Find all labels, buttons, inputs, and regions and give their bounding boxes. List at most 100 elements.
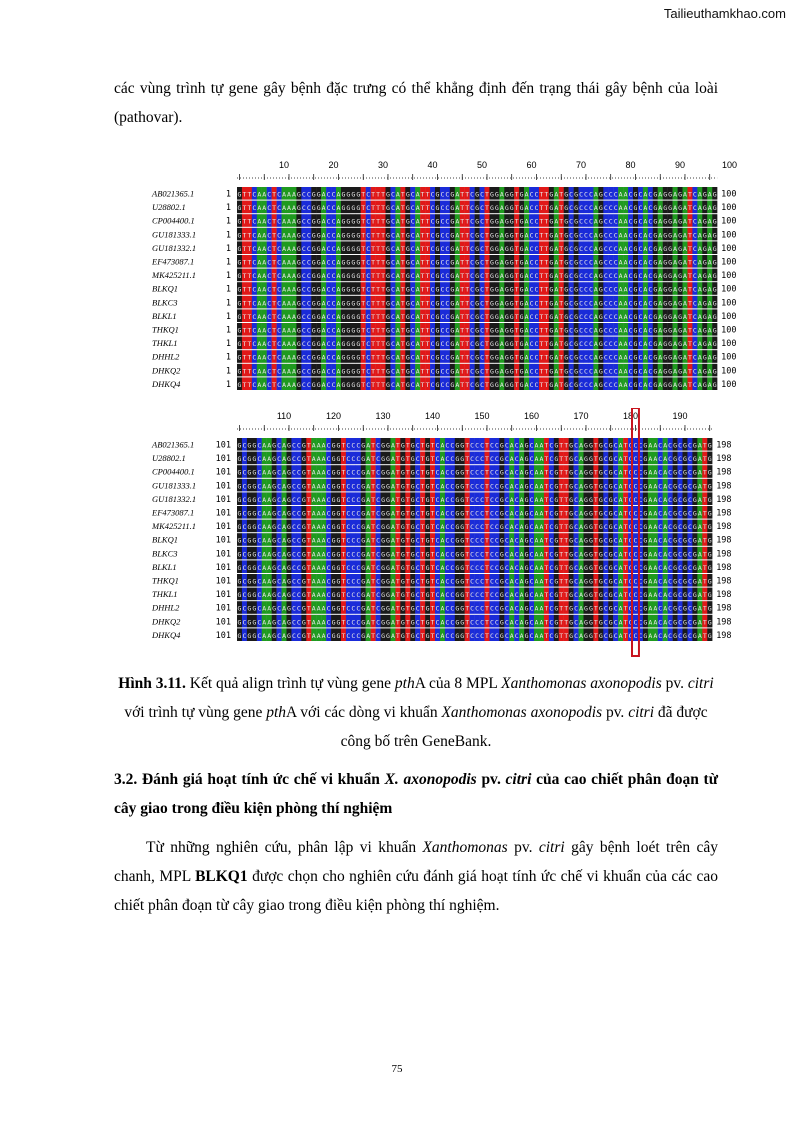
base-letter: T — [421, 272, 425, 280]
base-cell — [256, 465, 262, 478]
base-cell — [390, 336, 396, 350]
base-cell — [375, 438, 381, 451]
base-letter: A — [539, 469, 543, 477]
base-letter: T — [421, 204, 425, 212]
base-letter: C — [332, 231, 336, 239]
base-letter: G — [386, 564, 390, 572]
base-cell — [712, 377, 718, 390]
base-letter: G — [713, 340, 717, 348]
base-letter: G — [317, 354, 321, 362]
base-cell — [340, 336, 347, 350]
base-letter: A — [594, 286, 598, 294]
base-cell — [261, 451, 267, 465]
base-letter: T — [401, 313, 405, 321]
base-cell — [593, 451, 599, 465]
base-cell — [271, 546, 277, 560]
base-letter: C — [693, 204, 697, 212]
base-letter: C — [356, 564, 360, 572]
base-cell — [534, 363, 540, 377]
base-cell — [385, 227, 391, 241]
base-cell — [454, 519, 460, 533]
base-letter: G — [653, 340, 657, 348]
base-cell — [618, 363, 624, 377]
base-cell — [519, 187, 525, 200]
base-letter: G — [406, 286, 410, 294]
base-letter: A — [520, 442, 524, 450]
base-letter: C — [579, 313, 583, 321]
base-letter: G — [341, 218, 345, 226]
base-letter: A — [594, 367, 598, 375]
base-letter: G — [406, 191, 410, 199]
base-letter: G — [569, 482, 573, 490]
base-letter: G — [247, 510, 251, 518]
base-cell — [449, 295, 455, 309]
base-letter: T — [371, 313, 375, 321]
base-cell — [573, 465, 579, 478]
base-letter: C — [252, 327, 256, 335]
base-letter: G — [663, 367, 667, 375]
base-cell — [237, 323, 243, 336]
base-cell — [251, 506, 257, 519]
base-letter: C — [614, 259, 618, 267]
base-letter: G — [500, 442, 504, 450]
base-letter: G — [312, 354, 316, 362]
base-letter: C — [609, 231, 613, 239]
base-letter: C — [327, 510, 331, 518]
base-letter: C — [584, 231, 588, 239]
base-cell — [256, 506, 262, 519]
base-cell — [677, 309, 683, 322]
base-letter: G — [599, 218, 603, 226]
base-letter: G — [564, 218, 568, 226]
base-letter: G — [337, 469, 341, 477]
base-cell — [707, 255, 713, 268]
base-cell — [692, 560, 698, 573]
base-cell — [266, 546, 272, 560]
base-letter: C — [470, 218, 474, 226]
base-letter: A — [539, 496, 543, 504]
base-letter: C — [445, 299, 449, 307]
base-letter: A — [525, 299, 529, 307]
base-cell — [637, 546, 644, 560]
base-cell — [291, 438, 297, 451]
base-letter: G — [520, 313, 524, 321]
base-cell — [459, 465, 465, 478]
base-letter: G — [312, 367, 316, 375]
base-letter: G — [643, 496, 647, 504]
base-letter: C — [277, 286, 281, 294]
base-cell — [256, 492, 262, 505]
base-cell — [281, 350, 287, 363]
base-cell — [707, 546, 713, 560]
base-letter: G — [297, 231, 301, 239]
base-cell — [697, 377, 703, 390]
base-cell — [553, 377, 559, 390]
base-cell — [588, 560, 594, 573]
base-cell — [633, 363, 639, 377]
base-letter: C — [470, 245, 474, 253]
base-letter: A — [416, 191, 420, 199]
base-letter: C — [257, 496, 261, 504]
base-letter: C — [634, 442, 638, 450]
base-cell — [504, 506, 510, 519]
base-letter: T — [559, 381, 563, 389]
base-cell — [702, 282, 708, 295]
base-cell — [400, 268, 406, 282]
base-cell — [350, 533, 356, 546]
base-cell — [618, 227, 624, 241]
base-cell — [598, 546, 604, 560]
base-letter: A — [396, 245, 400, 253]
base-cell — [543, 560, 550, 573]
base-letter: G — [490, 245, 494, 253]
base-cell — [657, 214, 663, 227]
base-cell — [464, 309, 470, 322]
base-letter: C — [505, 482, 509, 490]
base-cell — [380, 546, 386, 560]
base-letter: T — [624, 564, 628, 572]
base-cell — [637, 227, 644, 241]
base-letter: T — [406, 564, 410, 572]
base-letter: G — [317, 367, 321, 375]
base-cell — [380, 309, 386, 322]
base-cell — [410, 363, 416, 377]
base-cell — [702, 546, 708, 560]
base-cell — [613, 255, 619, 268]
base-cell — [331, 438, 337, 451]
